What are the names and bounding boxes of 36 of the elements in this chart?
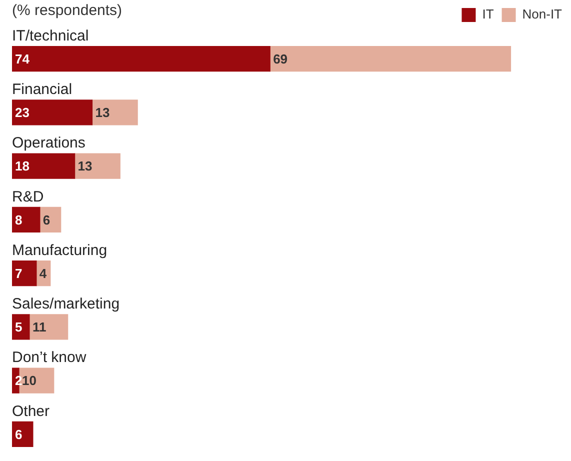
- bar: [12, 46, 270, 72]
- y-tick-label: Financial: [12, 81, 72, 98]
- y-tick-label: R&D: [12, 188, 44, 206]
- y-tick-label: Sales/marketing: [12, 296, 120, 313]
- legend-label: IT: [482, 6, 494, 22]
- data-label: 69: [273, 51, 288, 66]
- data-label: 18: [15, 158, 30, 174]
- bar: [12, 206, 40, 233]
- bar: [270, 46, 512, 72]
- bar: [12, 100, 93, 126]
- data-label: 23: [15, 105, 30, 120]
- bar: [12, 421, 34, 448]
- y-tick-label: Operations: [12, 134, 86, 152]
- data-label: 7: [15, 266, 22, 281]
- data-label: 11: [32, 320, 46, 335]
- data-label: 8: [15, 212, 22, 228]
- bar: [74, 153, 120, 179]
- bar: [12, 260, 37, 286]
- bar: [92, 100, 138, 126]
- y-tick-label: Don’t know: [12, 349, 86, 366]
- y-tick-label: Manufacturing: [12, 242, 108, 259]
- data-label: 5: [15, 320, 22, 335]
- y-tick-label: Other: [12, 402, 50, 420]
- bar: [12, 314, 30, 340]
- data-label: 13: [78, 158, 92, 174]
- data-label: 74: [15, 51, 30, 66]
- data-label: 6: [15, 426, 22, 442]
- bar: [12, 153, 76, 179]
- data-label: 6: [42, 212, 50, 228]
- y-tick-label: IT/technical: [12, 27, 89, 44]
- chart-subtitle: (% respondents): [12, 2, 122, 19]
- legend-label: Non-IT: [522, 6, 562, 22]
- data-label: 4: [39, 266, 48, 281]
- data-label: 13: [95, 105, 110, 120]
- data-label: 10: [22, 373, 36, 388]
- bar: [29, 314, 68, 340]
